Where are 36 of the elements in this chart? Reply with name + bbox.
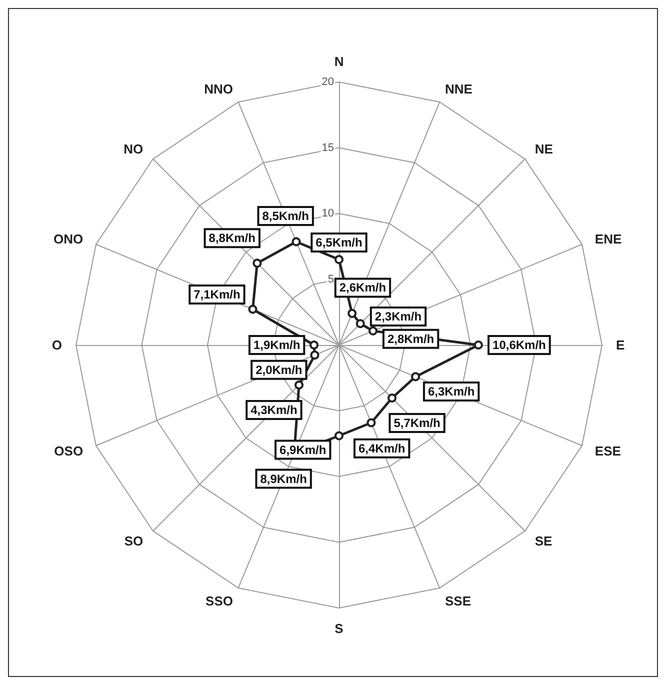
- spoke-label: ENE: [594, 231, 622, 246]
- y-tick-label: 5: [328, 273, 334, 286]
- data-label: 10,6Km/h: [492, 338, 546, 352]
- data-label: 2,6Km/h: [339, 280, 386, 295]
- spoke-label: OSO: [54, 444, 84, 459]
- spoke-label: O: [52, 338, 62, 352]
- data-label: 6,9Km/h: [280, 442, 326, 457]
- data-label: 6,4Km/h: [358, 441, 406, 456]
- spoke-label: S: [334, 621, 344, 636]
- data-label: 2,3Km/h: [374, 310, 422, 324]
- spoke-label: SSO: [206, 593, 233, 608]
- y-tick-label: 15: [322, 142, 334, 154]
- spoke-label: NE: [534, 142, 554, 157]
- data-label: 8,5Km/h: [262, 209, 309, 224]
- spoke-label: SO: [124, 533, 144, 548]
- spoke-label: ESE: [594, 444, 622, 459]
- data-label: 4,3Km/h: [250, 403, 298, 418]
- data-label: 8,9Km/h: [260, 472, 307, 486]
- y-tick-label: 20: [322, 76, 334, 88]
- spoke-label: N: [334, 54, 344, 69]
- spoke-label: E: [616, 338, 625, 352]
- data-label: 1,9Km/h: [253, 338, 300, 352]
- data-label: 7,1Km/h: [194, 287, 240, 302]
- spoke-label: NNE: [445, 82, 473, 97]
- spoke-label: SSE: [445, 593, 472, 608]
- spoke-label: ONO: [53, 231, 84, 246]
- data-label: 5,7Km/h: [394, 416, 440, 430]
- data-label: 2,0Km/h: [256, 362, 302, 377]
- spoke-label: NNO: [204, 82, 233, 97]
- data-label: 8,8Km/h: [208, 231, 256, 246]
- spoke-label: NO: [124, 142, 144, 157]
- data-label: 6,5Km/h: [316, 236, 362, 250]
- y-tick-label: 10: [322, 208, 334, 220]
- data-label: 6,3Km/h: [428, 384, 475, 399]
- data-label: 2,8Km/h: [387, 332, 434, 346]
- spoke-label: SE: [534, 533, 553, 548]
